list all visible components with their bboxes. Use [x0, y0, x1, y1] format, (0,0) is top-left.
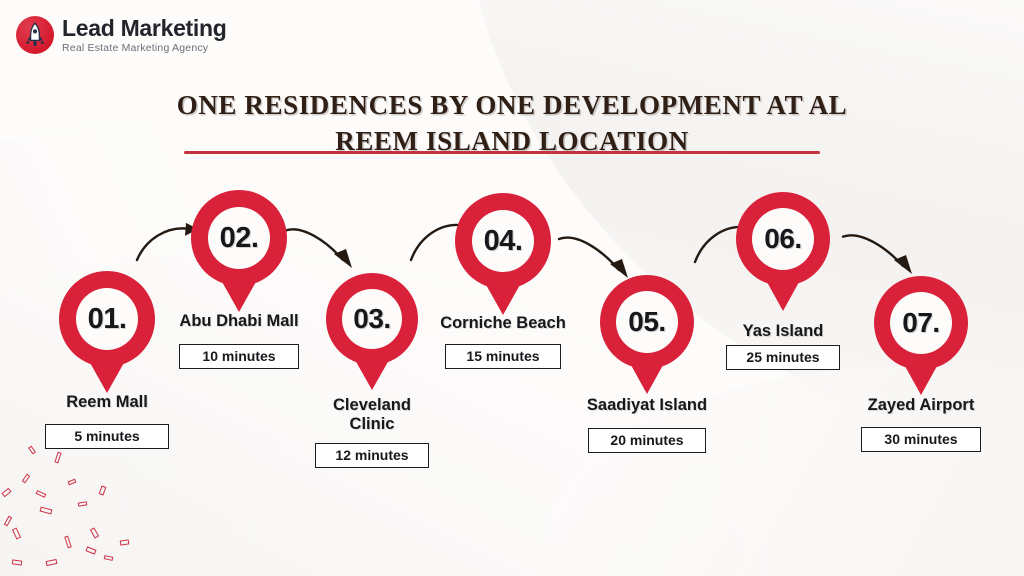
map-pin-icon[interactable]: 07. [874, 276, 968, 370]
map-pin-inner-circle: 04. [472, 210, 534, 272]
confetti-fleck [3, 515, 13, 527]
stop-label: Yas Island [742, 322, 824, 340]
stop-number: 07. [902, 307, 940, 338]
map-pin-icon[interactable]: 03. [326, 273, 418, 365]
stop-number: 01. [87, 302, 127, 335]
map-pin-inner-circle: 03. [342, 289, 402, 349]
confetti-fleck [35, 490, 47, 498]
stop-number: 02. [219, 221, 259, 254]
stop-travel-time: 5 minutes [45, 424, 169, 449]
stop-number: 05. [628, 306, 666, 337]
stop-travel-time: 30 minutes [861, 427, 981, 452]
confetti-fleck [11, 527, 22, 540]
map-pin-inner-circle: 02. [208, 207, 270, 269]
confetti-fleck [85, 546, 97, 555]
stop-travel-time: 20 minutes [588, 428, 706, 453]
flow-arrow-icon [135, 222, 198, 262]
flow-arrow-icon [283, 228, 352, 268]
flow-arrow-icon [841, 234, 912, 274]
stop-travel-time: 10 minutes [179, 344, 299, 369]
map-pin-inner-circle: 06. [752, 208, 814, 270]
confetti-fleck [28, 445, 36, 455]
stop-travel-time: 12 minutes [315, 443, 429, 468]
stop-number: 06. [764, 223, 802, 254]
confetti-fleck [67, 478, 77, 486]
page-title: ONE RESIDENCES BY ONE DEVELOPMENT AT AL … [152, 88, 872, 159]
confetti-fleck [11, 559, 23, 566]
confetti-fleck [103, 555, 114, 561]
confetti-fleck [89, 527, 100, 539]
map-pin-icon[interactable]: 05. [600, 275, 694, 369]
stop-travel-time: 15 minutes [445, 344, 561, 369]
map-pin-icon[interactable]: 01. [59, 271, 155, 367]
title-underline [184, 151, 820, 154]
stop-number: 04. [483, 224, 523, 257]
background-swoosh-top-right [464, 0, 1024, 546]
map-pin-icon[interactable]: 02. [191, 190, 287, 286]
confetti-fleck [119, 539, 130, 546]
map-pin-icon[interactable]: 04. [455, 193, 551, 289]
stop-label: Corniche Beach [440, 314, 566, 332]
confetti-fleck [45, 558, 58, 567]
map-pin-inner-circle: 01. [76, 288, 138, 350]
rocket-icon [16, 16, 54, 54]
map-pin-inner-circle: 07. [890, 292, 952, 354]
stop-label: Cleveland Clinic [333, 396, 411, 433]
brand-name: Lead Marketing [62, 14, 227, 41]
map-pin-icon[interactable]: 06. [736, 192, 830, 286]
brand-tagline: Real Estate Marketing Agency [62, 41, 209, 54]
confetti-fleck [39, 506, 53, 515]
stop-number: 03. [353, 303, 391, 334]
confetti-fleck [98, 485, 107, 496]
brand-logo: Lead Marketing Real Estate Marketing Age… [16, 16, 227, 54]
flow-arrow-icon [557, 236, 628, 278]
confetti-fleck [64, 535, 72, 549]
stop-label: Abu Dhabi Mall [179, 312, 299, 330]
confetti-fleck [1, 487, 12, 498]
stop-label: Reem Mall [66, 393, 148, 411]
page-title-line-1: ONE RESIDENCES BY ONE DEVELOPMENT AT AL [176, 90, 848, 120]
stop-label: Zayed Airport [867, 396, 975, 414]
brand-wordmark: Lead Marketing Real Estate Marketing Age… [62, 14, 227, 54]
page-title-line-2: REEM ISLAND LOCATION [335, 125, 689, 156]
stop-travel-time: 25 minutes [726, 345, 840, 370]
stop-label: Saadiyat Island [586, 396, 708, 414]
confetti-fleck [21, 473, 31, 484]
confetti-fleck [54, 451, 62, 464]
map-pin-inner-circle: 05. [616, 291, 678, 353]
confetti-fleck [77, 501, 88, 507]
